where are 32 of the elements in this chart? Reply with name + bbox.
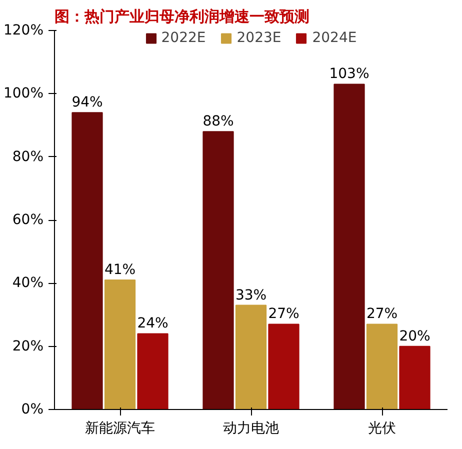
y-tick-label: 0% [21,402,44,418]
x-tick-label: 光伏 [368,420,396,436]
data-label: 88% [202,114,234,130]
bar [137,333,168,410]
y-tick-label: 80% [12,148,44,165]
chart-title: 图：热门产业归母净利润增速一致预测 [54,8,310,26]
bar [202,131,234,410]
legend-label: 2022E [161,30,206,46]
y-tick-label: 60% [12,212,44,228]
data-label: 20% [399,328,430,344]
bar [72,112,103,410]
y-tick-label: 100% [3,86,44,102]
legend-label: 2024E [312,30,357,46]
data-label: 27% [366,306,398,322]
bar [268,324,300,410]
data-label: 41% [104,262,136,278]
y-tick-label: 20% [12,338,44,354]
data-label: 24% [137,316,168,332]
bar [334,84,365,410]
legend-label: 2023E [236,30,282,46]
data-label: 33% [235,287,267,304]
bar [104,280,136,410]
y-tick-label: 120% [3,22,44,38]
x-tick-label: 新能源汽车 [85,420,155,436]
bar [235,304,267,410]
data-label: 27% [268,306,300,322]
data-label: 94% [72,94,103,111]
y-tick-label: 40% [12,275,44,292]
data-label: 103% [329,66,370,82]
x-tick-label: 动力电池 [223,420,279,436]
bar [366,324,398,410]
bar [399,346,430,410]
